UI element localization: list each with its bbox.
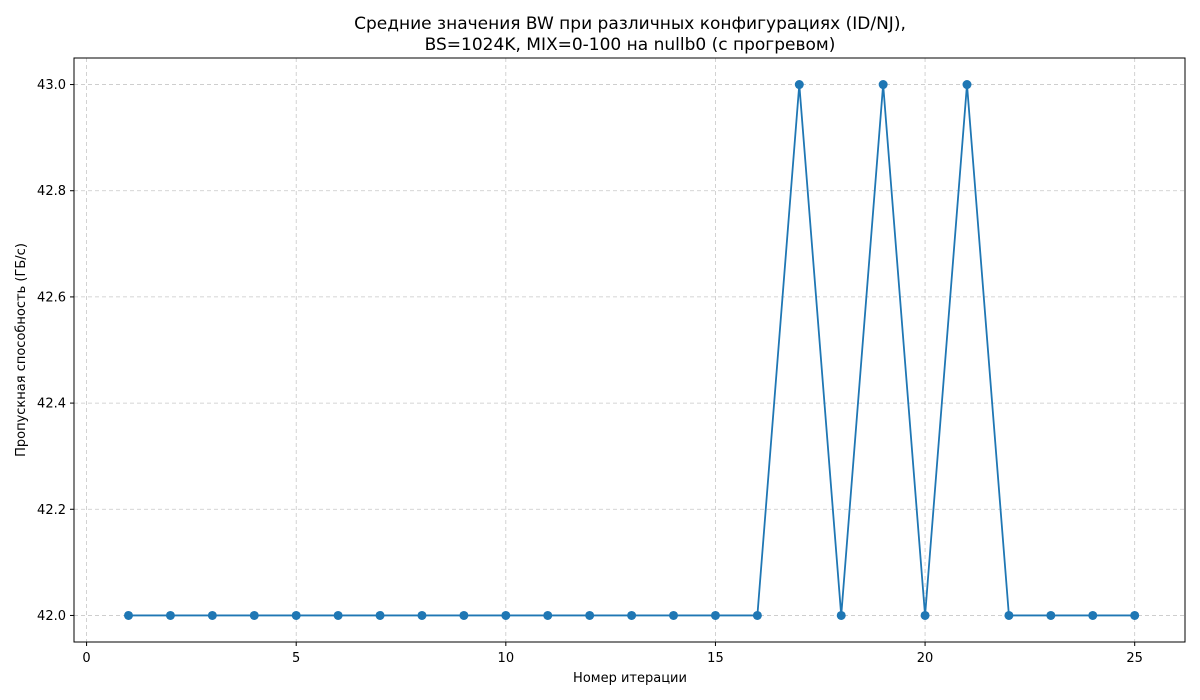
data-point [710,610,720,620]
y-tick-label: 42.0 [37,609,66,624]
data-point [836,610,846,620]
data-point [375,610,385,620]
x-tick-label: 10 [498,651,515,666]
x-tick-label: 20 [917,651,934,666]
chart-title-line-1: Средние значения BW при различных конфиг… [354,14,906,34]
data-point [249,610,259,620]
data-point [585,610,595,620]
data-point [459,610,469,620]
y-tick-label: 42.2 [37,503,66,518]
data-point [124,610,134,620]
data-point [543,610,553,620]
data-point [291,610,301,620]
data-point [333,610,343,620]
data-point [1130,610,1140,620]
data-point [669,610,679,620]
data-point [207,610,217,620]
series-layer [124,80,1140,620]
data-point [501,610,511,620]
data-point [417,610,427,620]
data-point [752,610,762,620]
data-point [920,610,930,620]
plot-area-frame [73,57,1186,643]
y-tick-label: 43.0 [37,78,66,93]
y-tick-label: 42.8 [37,184,66,199]
y-axis-label: Пропускная способность (ГБ/с) [14,243,29,457]
data-point [794,80,804,90]
data-point [1046,610,1056,620]
chart-title-line-2: BS=1024K, MIX=0-100 на nullb0 (с прогрев… [425,35,836,55]
x-tick-label: 0 [82,651,90,666]
x-tick-label: 15 [707,651,724,666]
data-point [878,80,888,90]
grid [74,58,1185,642]
data-point [165,610,175,620]
x-axis-label: Номер итерации [573,671,687,686]
series-line [128,83,1135,617]
y-tick-label: 42.6 [37,290,66,305]
data-point [1004,610,1014,620]
axis-ticks: 0 5 10 15 20 25 42.0 42.2 42.4 42.6 42.8 43.0 [37,78,1143,666]
x-tick-label: 5 [292,651,300,666]
data-point [627,610,637,620]
x-tick-label: 25 [1126,651,1143,666]
y-tick-label: 42.4 [37,397,66,412]
data-point [1088,610,1098,620]
data-point [962,80,972,90]
